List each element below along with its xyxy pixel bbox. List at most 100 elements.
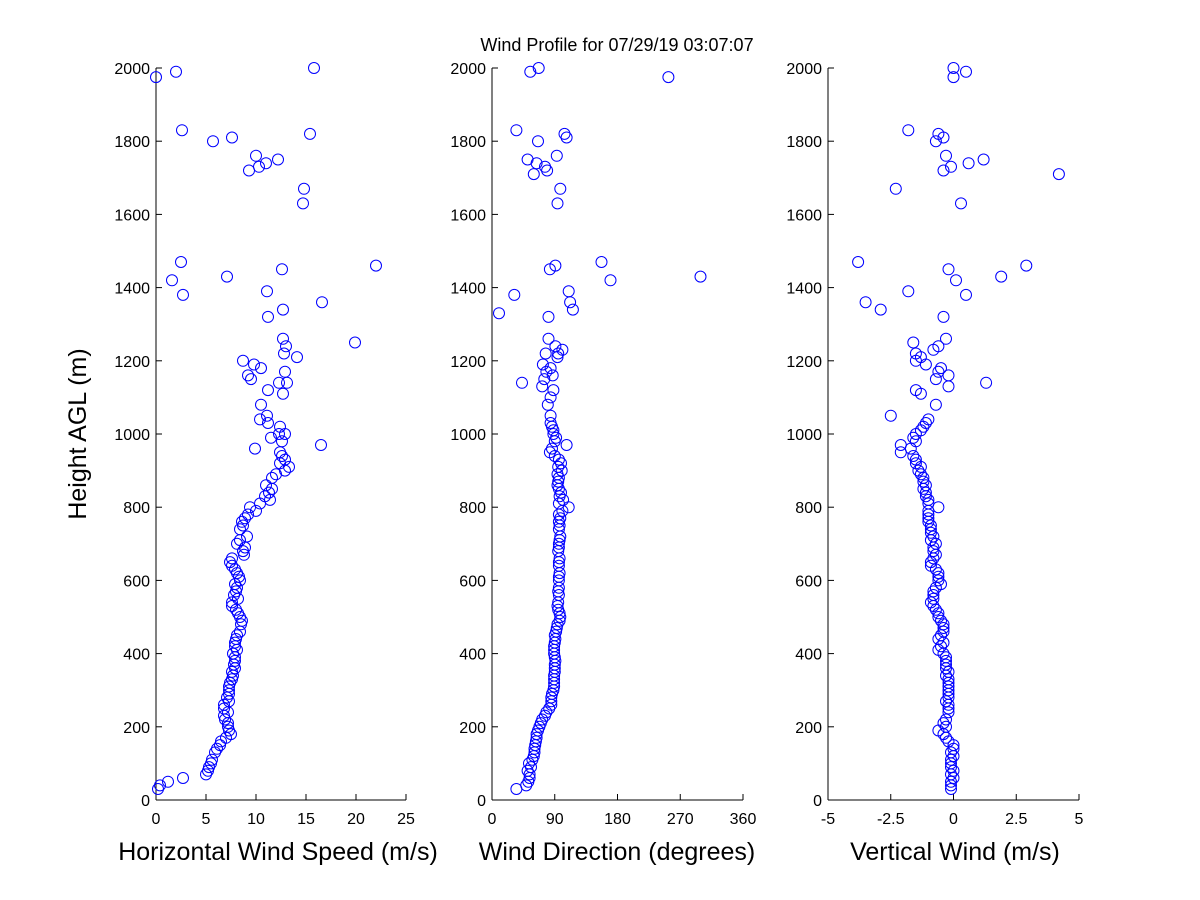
data-point [909,435,922,448]
y-tick-label: 800 [459,500,486,517]
data-point [560,439,573,451]
data-point [231,581,243,594]
data-point [243,164,255,177]
data-point [229,662,241,675]
data-point [283,460,295,473]
data-point [546,369,559,382]
data-point [942,702,955,715]
data-point [935,614,947,627]
data-point [262,384,274,397]
data-point [249,442,261,455]
data-point [929,135,942,148]
data-point [927,343,940,356]
data-point [922,512,935,525]
data-point [694,270,707,283]
data-point [940,332,952,345]
data-point [553,552,566,565]
data-point [1052,168,1065,181]
data-point [562,285,575,298]
data-point [548,435,561,448]
data-point [929,581,942,594]
data-point [260,157,272,170]
data-point [510,783,523,795]
data-point [927,552,940,565]
y-tick-label: 1400 [114,281,150,298]
data-point [554,182,567,195]
y-tick-label: 400 [459,647,486,664]
data-point [279,428,291,440]
data-point [907,450,920,462]
y-tick-label: 1000 [786,427,822,444]
data-point [940,662,952,675]
data-point [947,71,960,84]
data-point [234,523,246,536]
data-point [922,508,935,521]
data-point [914,460,927,473]
data-point [935,640,947,653]
data-point [297,197,309,210]
x-axis-label: Horizontal Wind Speed (m/s) [118,838,438,866]
data-point [929,398,942,411]
x-tick-label: 0 [152,811,161,828]
data-point [929,603,942,616]
data-point [530,157,543,170]
data-point [553,614,566,627]
y-tick-label: 2000 [114,61,150,78]
data-point [940,149,952,162]
data-point [962,157,975,170]
y-tick-label: 800 [123,500,150,517]
data-point [551,197,564,210]
data-point [604,274,617,287]
data-point [250,149,262,162]
y-tick-label: 0 [813,793,822,810]
data-point [932,501,945,514]
data-point [540,365,553,378]
data-point [527,168,540,181]
data-points [493,62,707,795]
data-point [261,285,273,298]
data-point [919,358,932,371]
data-point [279,365,291,378]
data-point [541,398,554,411]
data-point [551,600,564,612]
data-point [924,596,937,609]
data-point [932,570,945,583]
data-point [894,446,907,459]
axes-0 [155,67,407,801]
data-point [852,256,865,268]
x-tick-label: 0 [949,811,958,828]
data-point [177,772,189,784]
data-point [547,384,560,397]
data-point [231,537,243,550]
data-point [922,413,935,426]
panel-vertical-wind: 0 200 400 600 800 1000 1200 1400 1600 1800 2000 -5 -… [786,61,1083,866]
data-point [175,256,187,268]
y-tick-label: 1200 [786,354,822,371]
x-tick-label: 5 [1075,811,1084,828]
data-point [937,618,950,631]
data-points [852,62,1065,795]
figure-title: Wind Profile for 07/29/19 03:07:07 [480,35,753,55]
data-point [236,515,248,528]
data-point [543,446,556,459]
data-point [270,468,282,481]
data-point [542,310,555,323]
data-point [942,706,955,719]
data-point [276,263,288,276]
data-point [556,504,569,517]
data-point [226,559,238,572]
data-point [554,611,567,623]
data-point [277,303,289,316]
data-point [150,71,162,84]
data-point [276,450,288,462]
y-tick-label: 1400 [786,281,822,298]
data-point [555,457,567,470]
data-point [261,409,273,422]
data-point [244,501,256,514]
x-tick-label: 180 [604,811,631,828]
data-point [221,270,233,283]
data-point [942,698,955,711]
data-point [980,376,993,389]
data-point [239,512,251,525]
data-point [277,387,289,400]
